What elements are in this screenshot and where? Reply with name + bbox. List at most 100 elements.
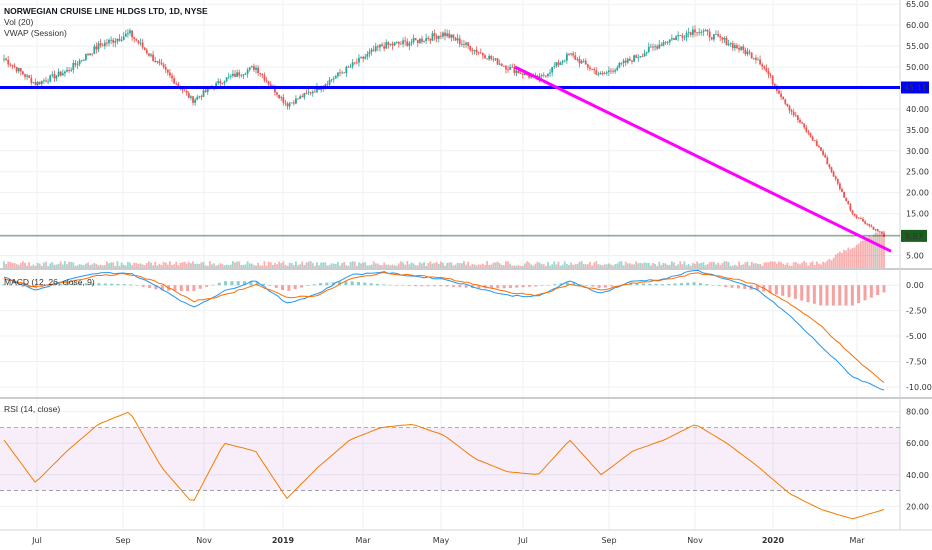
volume-bar	[127, 261, 129, 268]
volume-bar	[442, 262, 444, 268]
macd-histogram-bar	[502, 285, 506, 289]
volume-bar	[227, 265, 230, 268]
candle-body	[750, 52, 753, 59]
price-candle	[414, 37, 417, 41]
price-candle	[603, 71, 606, 75]
candle-body	[61, 73, 64, 76]
volume-bar	[820, 264, 822, 268]
candle-body	[496, 58, 499, 65]
candle-body	[412, 38, 415, 43]
candle-body	[505, 66, 507, 70]
price-candle	[878, 230, 881, 233]
candle-body	[773, 84, 776, 86]
candle-body	[89, 53, 92, 56]
candle-body	[530, 75, 533, 78]
volume-bar	[274, 262, 276, 268]
volume-bar	[792, 262, 795, 268]
candle-body	[622, 60, 625, 63]
candle-body	[131, 30, 134, 38]
volume-bar	[196, 263, 199, 268]
candle-body	[616, 67, 619, 71]
price-candle	[376, 44, 379, 52]
price-candle	[614, 68, 617, 74]
candle-body	[473, 49, 476, 51]
volume-bar	[421, 263, 423, 268]
volume-bar	[628, 263, 631, 268]
volume-bar	[38, 263, 41, 268]
volume-bar	[173, 264, 176, 268]
volume-bar	[687, 264, 690, 268]
candle-body	[725, 37, 728, 46]
candle-body	[467, 42, 470, 46]
price-candle	[744, 47, 747, 56]
volume-bar	[452, 265, 455, 268]
candle-body	[561, 61, 564, 63]
volume-bar	[767, 262, 770, 268]
candle-body	[568, 53, 570, 55]
price-candle	[106, 39, 108, 47]
candle-body	[192, 96, 194, 103]
macd-legend[interactable]: MACD (12, 26, close, 9)	[4, 277, 95, 287]
candle-body	[494, 58, 497, 60]
price-candle	[652, 43, 654, 51]
trendline	[514, 65, 892, 253]
volume-bar	[572, 264, 575, 268]
volume-bar	[446, 262, 449, 268]
volume-bar	[528, 262, 530, 268]
symbol-title[interactable]: NORWEGIAN CRUISE LINE HLDGS LTD, 1D, NYS…	[4, 6, 208, 16]
rsi-legend[interactable]: RSI (14, close)	[4, 404, 61, 414]
candle-body	[803, 123, 806, 128]
volume-bar	[864, 240, 866, 268]
macd-histogram-bar	[863, 285, 867, 301]
volume-bar	[555, 264, 558, 268]
price-candle	[643, 49, 646, 57]
macd-histogram-bar	[692, 282, 696, 286]
price-candle	[229, 73, 232, 80]
volume-bar	[372, 261, 375, 268]
candle-body	[834, 176, 837, 180]
macd-histogram-bar	[844, 285, 848, 306]
price-candle	[435, 33, 438, 43]
candle-body	[815, 141, 818, 146]
price-candle	[677, 31, 680, 42]
price-candle	[227, 72, 230, 80]
candle-body	[160, 62, 163, 65]
volume-bar	[700, 262, 703, 268]
price-candle	[242, 73, 245, 79]
price-candle	[750, 52, 753, 59]
volume-bar	[616, 263, 619, 268]
volume-bar	[135, 262, 138, 268]
volume-legend[interactable]: Vol (20)	[4, 17, 34, 27]
candle-body	[742, 46, 745, 50]
price-candle	[190, 95, 192, 101]
price-candle	[679, 34, 682, 36]
candle-body	[57, 71, 60, 76]
candle-body	[523, 72, 526, 75]
candle-body	[425, 38, 428, 41]
candle-body	[345, 66, 348, 73]
macd-histogram-bar	[376, 283, 380, 286]
candle-body	[685, 32, 688, 38]
candle-body	[817, 145, 820, 148]
volume-bar	[389, 265, 392, 268]
volume-bar	[271, 264, 274, 268]
candles-group	[3, 25, 885, 268]
vwap-legend[interactable]: VWAP (Session)	[4, 28, 67, 38]
volume-bar	[593, 262, 596, 268]
candle-body	[334, 76, 337, 79]
last-price-tag	[901, 229, 927, 242]
rsi-axis-label: 20.00	[906, 502, 929, 511]
price-candle	[265, 76, 268, 83]
candle-body	[236, 72, 239, 77]
price-candle	[17, 67, 20, 74]
volume-bar	[721, 263, 724, 268]
macd-histogram-bar	[445, 285, 449, 287]
time-axis-label: Nov	[196, 536, 212, 545]
volume-bar	[358, 262, 360, 268]
macd-histogram-bar	[15, 285, 19, 286]
volume-bar	[362, 262, 365, 268]
candle-body	[370, 49, 373, 52]
candle-body	[259, 73, 262, 75]
